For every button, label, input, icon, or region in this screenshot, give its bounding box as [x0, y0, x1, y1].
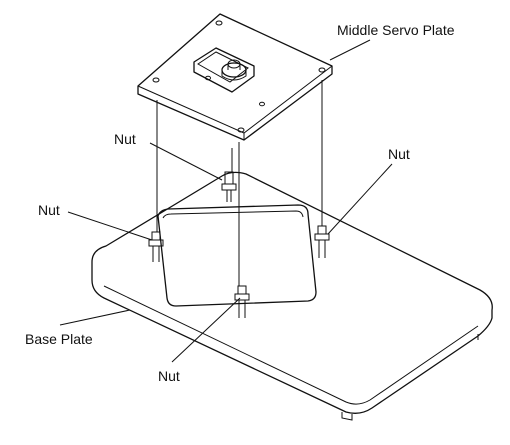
- servo-motor: [193, 47, 255, 93]
- nut-label-top: Nut: [114, 131, 136, 147]
- standoff-back: [221, 171, 237, 202]
- base-plate: [91, 171, 493, 421]
- standoff-left: [148, 231, 164, 262]
- base-window: [157, 204, 317, 307]
- nut-label-bottom: Nut: [158, 368, 180, 384]
- leader-lines: [59, 39, 393, 363]
- base-plate-label: Base Plate: [25, 331, 93, 347]
- assembly-lines: [156, 80, 323, 286]
- standoff-right: [314, 225, 330, 258]
- middle-servo-plate-label: Middle Servo Plate: [337, 22, 455, 38]
- nut-label-right: Nut: [388, 146, 410, 162]
- nut-label-left: Nut: [38, 202, 60, 218]
- standoff-front: [234, 285, 250, 318]
